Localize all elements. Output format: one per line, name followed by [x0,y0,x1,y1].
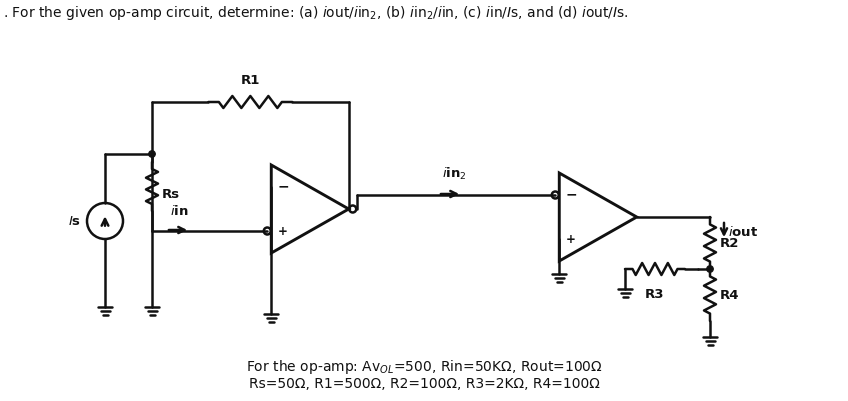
Text: −: − [566,186,577,200]
Text: R2: R2 [720,237,739,250]
Text: Rs=50Ω, R1=500Ω, R2=100Ω, R3=2KΩ, R4=100Ω: Rs=50Ω, R1=500Ω, R2=100Ω, R3=2KΩ, R4=100… [248,376,600,390]
Text: R4: R4 [720,289,739,302]
Text: $\it{i}$in$_2$: $\it{i}$in$_2$ [442,166,466,182]
Text: Rs: Rs [162,188,180,201]
Text: R3: R3 [645,287,665,300]
Text: $\it{i}$out: $\it{i}$out [728,225,758,239]
Text: $\it{i}$in: $\it{i}$in [170,203,188,217]
Text: R1: R1 [241,74,260,87]
Text: +: + [277,225,287,238]
Circle shape [148,152,155,158]
Circle shape [706,266,713,273]
Text: $\it{I}$s: $\it{I}$s [68,215,81,228]
Text: For the op-amp: Av$_{OL}$=500, Rin=50KΩ, Rout=100Ω: For the op-amp: Av$_{OL}$=500, Rin=50KΩ,… [246,357,602,375]
Text: . For the given op-amp circuit, determine: (a) $\it{i}$out/$\it{i}$in$_2$, (b) $: . For the given op-amp circuit, determin… [3,4,628,22]
Text: +: + [566,233,575,246]
Text: −: − [277,178,289,192]
